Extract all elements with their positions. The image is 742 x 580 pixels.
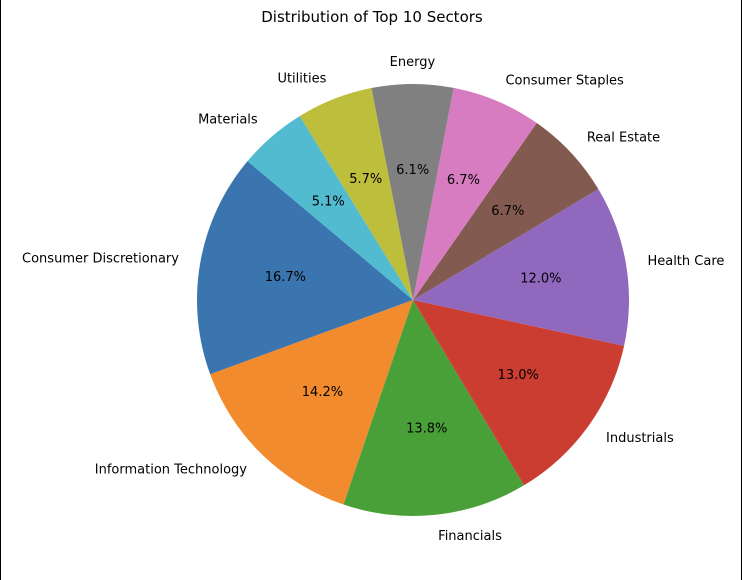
pie-pct-label: 5.7% [349, 172, 382, 187]
pie-category-label: Consumer Discretionary [22, 251, 179, 266]
pie-slice-industrials [413, 300, 625, 486]
pie-category-label: Financials [438, 529, 502, 544]
pie-slice-financials [343, 300, 524, 516]
pie-pct-label: 14.2% [302, 385, 343, 400]
pie-category-label: Real Estate [587, 131, 660, 146]
pie-slice-health-care [413, 189, 630, 346]
pie-slice-consumer-staples [413, 87, 537, 300]
pie-category-label: Health Care [647, 254, 724, 269]
pie-category-label: Materials [198, 113, 258, 128]
chart-title: Distribution of Top 10 Sectors [261, 8, 483, 26]
pie-slice-utilities [299, 88, 413, 300]
pie-category-label: Consumer Staples [505, 74, 624, 89]
pie-pct-label: 6.7% [491, 204, 524, 219]
pie-category-label: Industrials [606, 431, 674, 446]
pie-pct-label: 5.1% [312, 194, 345, 209]
pie-slice-energy [371, 84, 454, 300]
pie-slice-consumer-discretionary [196, 161, 413, 375]
pie-pct-label: 16.7% [265, 270, 306, 285]
pie-category-label: Utilities [277, 71, 326, 86]
pie-slice-real-estate [413, 122, 599, 300]
pie-pct-label: 6.1% [396, 163, 429, 178]
pie-pct-label: 13.0% [498, 368, 539, 383]
pie-slice-materials [247, 116, 413, 300]
pie-pct-label: 12.0% [520, 272, 561, 287]
pie-pct-label: 6.7% [447, 173, 480, 188]
pie-slice-information-technology [210, 300, 413, 505]
pie-pct-label: 13.8% [406, 421, 447, 436]
pie-category-label: Energy [390, 55, 436, 70]
pie-category-label: Information Technology [95, 462, 248, 477]
